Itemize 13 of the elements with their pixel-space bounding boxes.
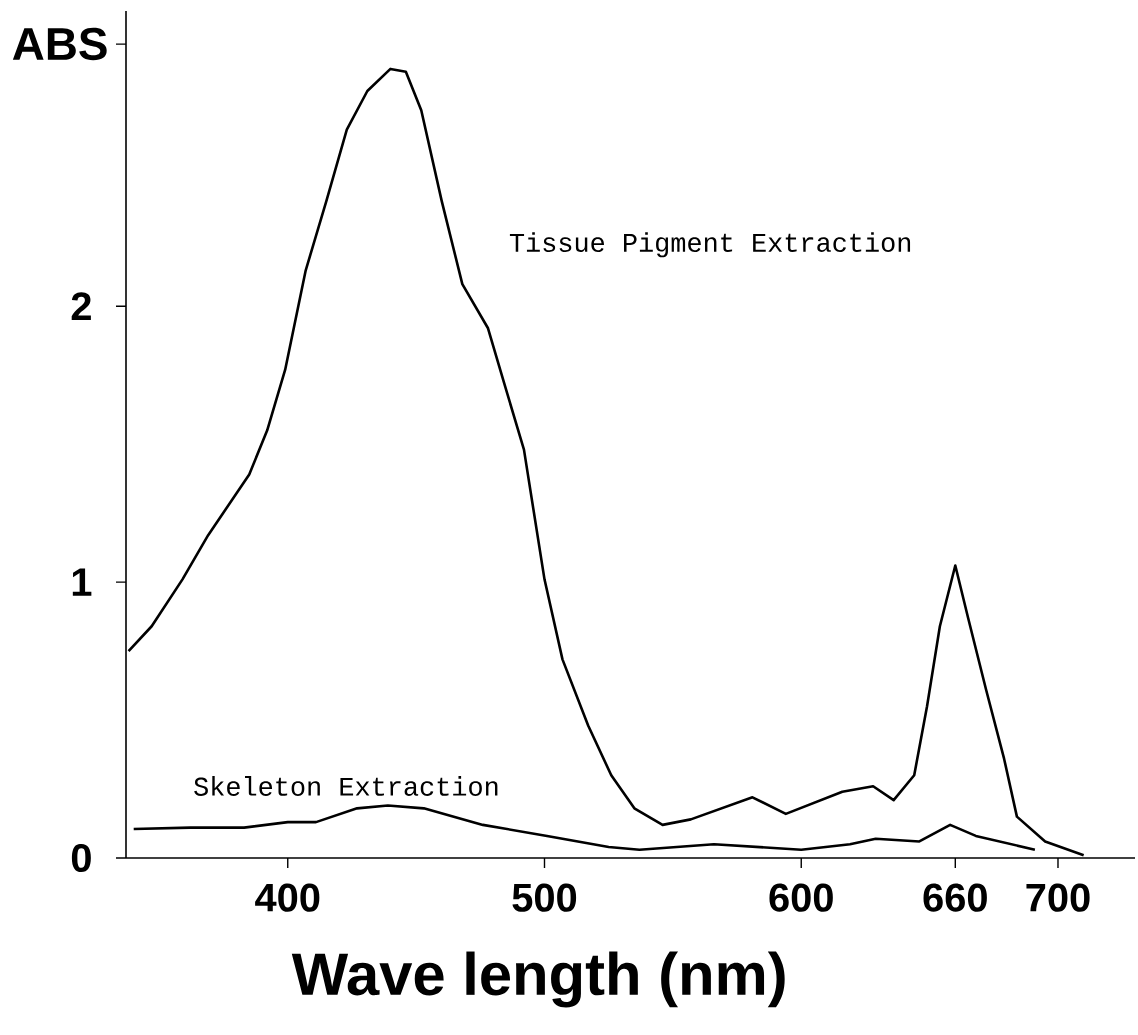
x-tick-label: 660 xyxy=(923,883,987,912)
y-tick-label: 1 xyxy=(72,568,92,596)
x-tick-label: 700 xyxy=(1026,883,1090,912)
y-tick-label: 2 xyxy=(71,292,91,321)
x-tick-label: 500 xyxy=(512,883,577,912)
line-series xyxy=(132,804,1037,852)
y-axis-title: ABS xyxy=(12,27,107,61)
series-label: Skeleton Extraction xyxy=(194,776,498,796)
series-label: Tissue Pigment Extraction xyxy=(509,232,911,258)
x-tick-label: 400 xyxy=(255,883,320,912)
y-tick-label: 0 xyxy=(71,843,91,873)
x-axis-title: Wave length (nm) xyxy=(291,951,785,1008)
x-tick-label: 600 xyxy=(769,883,833,912)
